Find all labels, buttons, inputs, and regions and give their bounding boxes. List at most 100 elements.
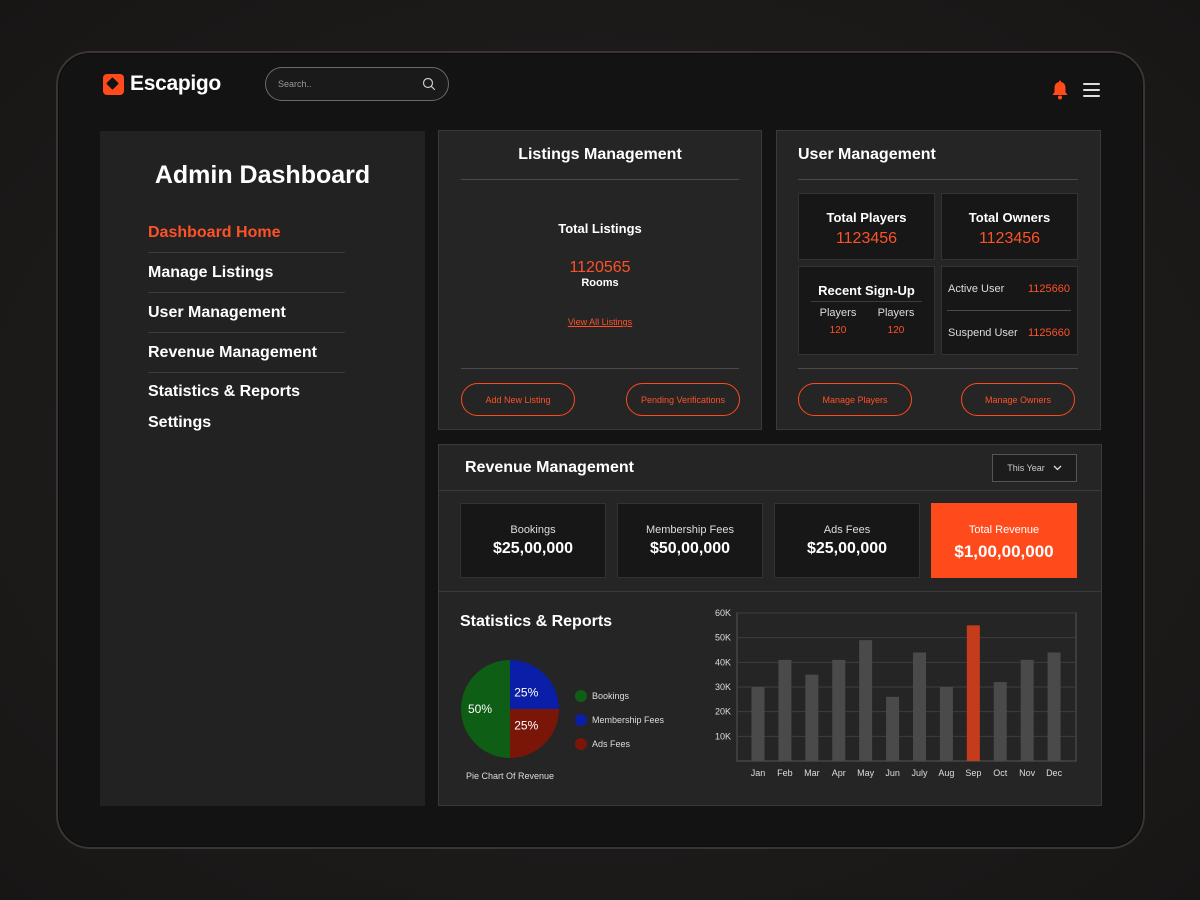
signup-col1-label: Players xyxy=(819,307,857,319)
total-revenue-label: Total Revenue xyxy=(968,524,1040,536)
sidebar-item-settings[interactable]: Settings xyxy=(148,414,212,431)
search-bar[interactable] xyxy=(265,67,449,101)
manage-players-button[interactable]: Manage Players xyxy=(798,383,912,416)
y-tick-label: 50K xyxy=(715,633,731,643)
y-tick-label: 30K xyxy=(715,682,731,692)
listings-panel xyxy=(438,130,762,430)
period-dropdown[interactable]: This Year xyxy=(992,454,1077,482)
legend-bookings: Bookings xyxy=(575,690,629,702)
total-players-card xyxy=(798,193,935,260)
chevron-down-icon xyxy=(1053,465,1062,471)
suspend-user-label: Suspend User xyxy=(948,327,1018,339)
revenue-pie-chart: 50% 25% 25% xyxy=(461,660,559,758)
x-tick-label: Nov xyxy=(1019,768,1036,778)
legend-membership-swatch xyxy=(575,714,587,726)
y-tick-label: 10K xyxy=(715,731,731,741)
active-user-value: 1125660 xyxy=(1028,283,1071,295)
bar-nov xyxy=(1020,659,1034,761)
listings-title: Listings Management xyxy=(518,146,682,163)
revenue-title: Revenue Management xyxy=(465,459,634,476)
total-listings-unit: Rooms xyxy=(581,277,619,289)
logo-icon xyxy=(103,73,124,95)
bar-dec xyxy=(1047,652,1061,761)
revenue-divider-top xyxy=(438,490,1102,491)
x-tick-label: Mar xyxy=(804,768,820,778)
sidebar-item-manage-listings[interactable]: Manage Listings xyxy=(148,253,345,293)
user-status-divider xyxy=(947,310,1071,311)
x-tick-label: May xyxy=(857,768,875,778)
sidebar-item-revenue-management[interactable]: Revenue Management xyxy=(148,333,345,373)
sidebar-item-dashboard-home[interactable]: Dashboard Home xyxy=(148,213,345,253)
users-divider-top xyxy=(798,179,1078,180)
bookings-card: Bookings $25,00,000 xyxy=(460,503,606,578)
signup-col2-value: 120 xyxy=(887,325,905,336)
logo[interactable]: Escapigo xyxy=(103,72,221,96)
total-listings-value: 1120565 xyxy=(569,259,631,276)
add-new-listing-button[interactable]: Add New Listing xyxy=(461,383,575,416)
signup-col1-value: 120 xyxy=(829,325,847,336)
x-tick-label: Sep xyxy=(965,768,981,778)
x-tick-label: July xyxy=(911,768,928,778)
bell-icon[interactable] xyxy=(1051,80,1069,100)
view-all-listings-link[interactable]: View All Listings xyxy=(567,317,633,327)
total-owners-card xyxy=(941,193,1078,260)
legend-ads-swatch xyxy=(575,738,587,750)
search-input[interactable] xyxy=(278,79,422,89)
pie-slice-bookings xyxy=(461,660,510,758)
period-dropdown-label: This Year xyxy=(1007,463,1045,473)
legend-ads-label: Ads Fees xyxy=(592,739,631,749)
bar-sep xyxy=(966,625,980,761)
revenue-divider-bottom xyxy=(438,591,1102,592)
sidebar-nav: Dashboard Home Manage Listings User Mana… xyxy=(148,213,345,435)
bar-jan xyxy=(751,687,765,761)
app-name: Escapigo xyxy=(130,72,221,95)
users-divider-bottom xyxy=(798,368,1078,369)
y-tick-label: 40K xyxy=(715,657,731,667)
total-players-value: 1123456 xyxy=(835,230,898,247)
x-tick-label: Dec xyxy=(1046,768,1063,778)
sidebar-item-statistics-reports[interactable]: Statistics & Reports xyxy=(148,383,301,400)
bar-mar xyxy=(805,674,819,761)
legend-bookings-swatch xyxy=(575,690,587,702)
bookings-label: Bookings xyxy=(510,524,556,536)
bookings-value: $25,00,000 xyxy=(492,540,574,557)
y-tick-label: 60K xyxy=(715,608,731,618)
x-tick-label: Oct xyxy=(993,768,1008,778)
sidebar-item-user-management[interactable]: User Management xyxy=(148,293,345,333)
pie-label-ads-fees: 25% xyxy=(514,718,538,732)
menu-icon[interactable] xyxy=(1083,83,1100,97)
bar-apr xyxy=(832,659,846,761)
x-tick-label: Feb xyxy=(777,768,793,778)
recent-signup-card xyxy=(798,266,935,355)
ads-fees-value: $25,00,000 xyxy=(806,540,888,557)
listings-divider-bottom xyxy=(461,368,739,369)
x-tick-label: Aug xyxy=(938,768,954,778)
signup-divider xyxy=(811,301,922,302)
signup-col2-label: Players xyxy=(877,307,915,319)
membership-fees-card: Membership Fees $50,00,000 xyxy=(617,503,763,578)
monthly-revenue-bar-chart: 10K 20K 30K 40K 50K 60K Jan Feb Mar Apr May Jun July… xyxy=(715,608,1077,778)
x-tick-label: Apr xyxy=(832,768,846,778)
total-owners-value: 1123456 xyxy=(978,230,1041,247)
legend-ads-fees: Ads Fees xyxy=(575,738,630,750)
user-management-title: User Management xyxy=(798,146,936,163)
y-tick-label: 20K xyxy=(715,707,731,717)
total-owners-label: Total Owners xyxy=(968,210,1051,225)
pie-slice-ads-fees xyxy=(510,709,559,758)
bar-aug xyxy=(939,687,953,761)
total-revenue-card: Total Revenue $1,00,00,000 xyxy=(931,503,1077,578)
x-tick-label: Jan xyxy=(751,768,766,778)
search-icon[interactable] xyxy=(422,77,436,91)
active-user-label: Active User xyxy=(948,283,1005,295)
listings-divider-top xyxy=(461,179,739,180)
manage-owners-button[interactable]: Manage Owners xyxy=(961,383,1075,416)
bar-july xyxy=(913,652,926,761)
membership-fees-value: $50,00,000 xyxy=(649,540,731,557)
bar-jun xyxy=(886,696,900,761)
ads-fees-card: Ads Fees $25,00,000 xyxy=(774,503,920,578)
pie-label-membership-fees: 25% xyxy=(514,686,538,700)
x-tick-label: Jun xyxy=(885,768,900,778)
total-revenue-value: $1,00,00,000 xyxy=(954,542,1054,561)
sidebar-title: Admin Dashboard xyxy=(154,161,371,189)
pending-verifications-button[interactable]: Pending Verifications xyxy=(626,383,740,416)
